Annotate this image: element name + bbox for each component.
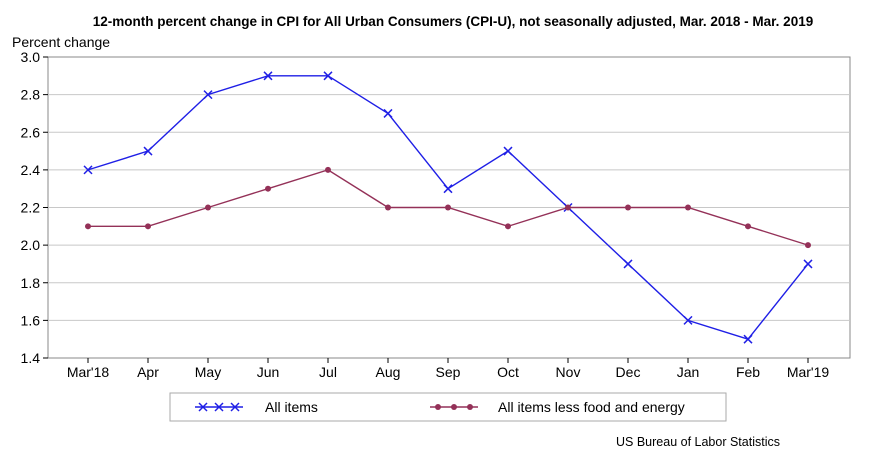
x-axis-ticks: Mar'18 Apr May Jun Jul Aug Sep Oct Nov Dec Jan Feb M… xyxy=(67,358,830,380)
data-point-series-1 xyxy=(805,242,811,249)
y-tick-label: 1.8 xyxy=(21,275,41,291)
data-point-series-1 xyxy=(565,204,571,211)
data-point-series-0 xyxy=(83,165,93,175)
data-point-series-1 xyxy=(325,166,331,173)
legend-marker xyxy=(230,402,240,412)
legend-symbol-core xyxy=(430,404,478,410)
data-point-series-0 xyxy=(623,259,633,269)
data-point-series-0 xyxy=(443,184,453,194)
x-tick-label: May xyxy=(195,364,221,380)
y-tick-label: 1.4 xyxy=(21,350,41,366)
chart-title: 12-month percent change in CPI for All U… xyxy=(93,14,813,29)
data-point-series-0 xyxy=(203,90,213,100)
y-tick-label: 2.4 xyxy=(21,162,41,178)
x-tick-label: Mar'19 xyxy=(787,364,830,380)
x-tick-label: Jan xyxy=(677,364,700,380)
x-tick-label: Dec xyxy=(616,364,641,380)
y-tick-label: 2.2 xyxy=(21,200,41,216)
data-point-series-1 xyxy=(625,204,631,211)
data-point-series-0 xyxy=(503,146,513,156)
y-tick-label: 2.6 xyxy=(21,124,41,140)
data-point-series-0 xyxy=(383,108,393,118)
legend-label-core: All items less food and energy xyxy=(498,399,685,415)
data-point-series-0 xyxy=(803,259,813,269)
data-point-series-0 xyxy=(263,71,273,81)
x-tick-label: Oct xyxy=(497,364,519,380)
data-point-series-1 xyxy=(745,223,751,230)
x-tick-label: Sep xyxy=(436,364,461,380)
series-layer xyxy=(83,71,813,344)
x-tick-label: Mar'18 xyxy=(67,364,110,380)
data-point-series-1 xyxy=(85,223,91,230)
y-tick-label: 2.8 xyxy=(21,87,41,103)
x-tick-label: Aug xyxy=(376,364,401,380)
y-tick-label: 3.0 xyxy=(21,49,41,65)
legend-marker xyxy=(214,402,224,412)
data-point-series-1 xyxy=(265,185,271,192)
legend-marker xyxy=(467,404,473,410)
legend-marker xyxy=(451,404,457,410)
data-point-series-1 xyxy=(685,204,691,211)
x-tick-label: Feb xyxy=(736,364,760,380)
legend-marker xyxy=(435,404,441,410)
x-tick-label: Nov xyxy=(556,364,581,380)
y-axis-ticks: 1.4 1.6 1.8 2.0 2.2 2.4 2.6 2.8 3.0 xyxy=(21,49,48,366)
data-point-series-1 xyxy=(385,204,391,211)
data-point-series-1 xyxy=(205,204,211,211)
x-tick-label: Apr xyxy=(137,364,159,380)
legend-marker xyxy=(198,402,208,412)
data-point-series-0 xyxy=(683,315,693,325)
data-point-series-1 xyxy=(505,223,511,230)
x-tick-label: Jun xyxy=(257,364,280,380)
y-tick-label: 2.0 xyxy=(21,237,41,253)
data-point-series-1 xyxy=(145,223,151,230)
legend-label-all-items: All items xyxy=(265,399,318,415)
legend-symbol-all-items xyxy=(195,402,243,412)
gridlines xyxy=(48,94,850,321)
x-tick-label: Jul xyxy=(319,364,337,380)
data-point-series-0 xyxy=(743,334,753,344)
source-note: US Bureau of Labor Statistics xyxy=(616,435,780,449)
data-point-series-1 xyxy=(445,204,451,211)
data-point-series-0 xyxy=(323,71,333,81)
y-axis-label: Percent change xyxy=(12,34,110,50)
legend: All items All items less food and energy xyxy=(169,392,727,422)
y-tick-label: 1.6 xyxy=(21,312,41,328)
data-point-series-0 xyxy=(143,146,153,156)
